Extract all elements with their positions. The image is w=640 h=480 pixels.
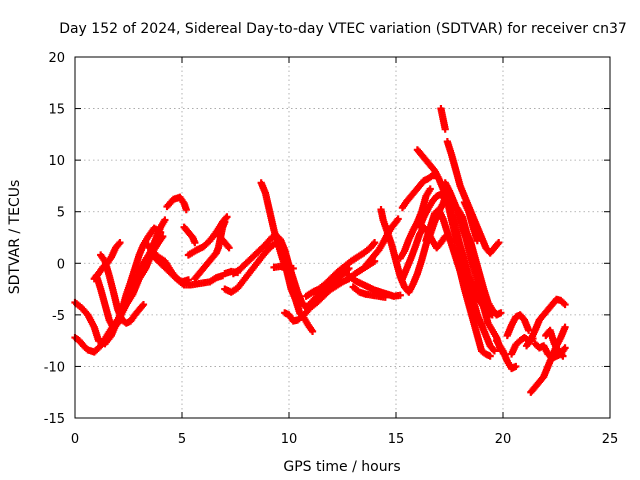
y-tick-label: 5 <box>57 206 65 221</box>
series-sat-i <box>180 223 199 247</box>
series-sat-aj <box>503 311 533 340</box>
data-point <box>289 264 297 273</box>
data-point <box>157 228 165 236</box>
data-point <box>486 352 494 360</box>
series-sat-c <box>92 224 165 332</box>
series-sat-u <box>349 283 389 301</box>
series-sat-ad <box>437 104 449 133</box>
x-tick-label: 15 <box>388 432 405 447</box>
x-tick-label: 25 <box>602 432 619 447</box>
axis-ticks <box>74 56 611 419</box>
y-tick-labels: -15 -10 -5 0 5 10 15 20 <box>44 51 65 427</box>
series-sat-w <box>362 215 402 269</box>
x-tick-label: 20 <box>495 432 512 447</box>
data-point <box>184 276 193 284</box>
data-point <box>495 239 503 247</box>
series-sat-ac <box>422 206 494 360</box>
data-point <box>221 218 229 226</box>
data-point <box>225 244 233 252</box>
data-point <box>159 232 167 241</box>
data-point <box>371 239 379 247</box>
x-tick-label: 0 <box>71 432 79 447</box>
data-point <box>161 216 169 224</box>
data-points <box>71 104 569 396</box>
series-sat-s <box>270 262 297 273</box>
series-sat-h <box>163 193 190 214</box>
series-sat-ag <box>450 199 505 319</box>
data-point <box>559 352 567 360</box>
data-point <box>308 327 317 335</box>
series-sat-o <box>221 239 280 296</box>
y-axis-label: SDTVAR / TECUs <box>7 180 23 295</box>
data-point <box>396 291 404 299</box>
y-tick-label: 20 <box>48 51 65 66</box>
data-point <box>116 239 124 247</box>
data-point <box>525 326 533 334</box>
data-point <box>191 239 199 247</box>
data-point <box>561 323 569 331</box>
data-point <box>139 300 148 309</box>
data-point <box>473 236 481 245</box>
y-tick-label: -15 <box>44 412 65 427</box>
series-sat-ah <box>460 198 481 245</box>
chart-title: Day 152 of 2024, Sidereal Day-to-day VTE… <box>59 21 627 37</box>
data-point <box>381 293 389 301</box>
series-sat-g <box>146 249 193 286</box>
x-axis-label: GPS time / hours <box>283 459 400 475</box>
data-point <box>394 215 402 223</box>
series-sat-e <box>90 239 124 283</box>
x-tick-label: 10 <box>281 432 298 447</box>
y-tick-label: 15 <box>48 103 65 118</box>
data-point <box>497 309 505 317</box>
series-sat-ai <box>492 337 520 373</box>
data-point <box>441 125 449 133</box>
plot-frame <box>74 56 611 419</box>
data-point <box>561 300 569 309</box>
x-tick-label: 5 <box>178 432 186 447</box>
data-point <box>512 362 520 371</box>
y-tick-label: 0 <box>57 257 65 272</box>
series-sat-l <box>212 228 233 252</box>
series-sat-al <box>522 295 569 350</box>
y-tick-label: -10 <box>44 360 65 375</box>
data-point <box>426 185 434 193</box>
series-sat-t <box>338 264 404 300</box>
series-sat-ab <box>415 190 496 319</box>
series-sat-ao <box>542 326 567 360</box>
data-point <box>490 347 499 355</box>
data-point <box>182 206 190 214</box>
series-sat-q <box>281 257 379 325</box>
data-point <box>223 213 231 221</box>
data-point <box>561 344 569 352</box>
x-tick-labels: 0 5 10 15 20 25 <box>71 432 618 447</box>
y-tick-label: 10 <box>48 154 65 169</box>
y-tick-label: -5 <box>52 309 65 324</box>
